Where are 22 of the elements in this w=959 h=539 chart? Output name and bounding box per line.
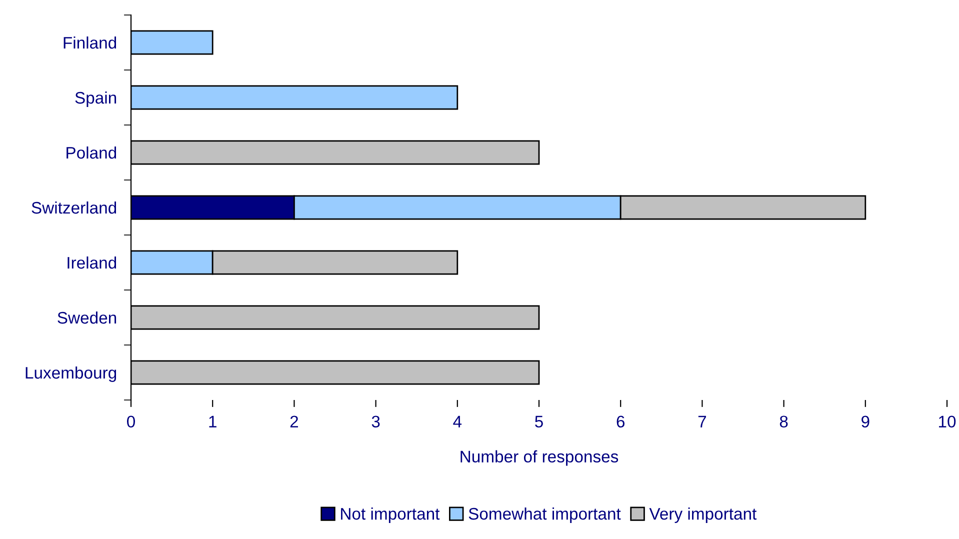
x-tick-label: 1 [209, 416, 216, 428]
y-tick-label: Finland [64, 36, 116, 49]
legend-label: Not important [341, 507, 440, 524]
x-tick-label: 4 [453, 416, 462, 428]
y-tick-label: Luxembourg [26, 366, 116, 382]
x-axis-title: Number of responses [460, 450, 618, 466]
x-tick-label: 2 [290, 416, 298, 428]
y-tick-label: Ireland [68, 256, 116, 269]
y-tick-label: Switzerland [32, 201, 116, 214]
y-tick-label: Spain [75, 91, 116, 107]
x-tick-label: 5 [535, 416, 543, 428]
x-tick-label: 3 [372, 416, 380, 428]
y-tick-label: Poland [66, 146, 116, 159]
legend-label: Very important [649, 507, 757, 524]
x-tick-label: 9 [862, 416, 870, 428]
x-tick-label: 8 [780, 416, 788, 428]
x-tick-label: 0 [127, 416, 135, 428]
legend-label: Somewhat important [468, 507, 621, 524]
x-tick-label: 10 [939, 416, 956, 428]
x-tick-label: 6 [616, 416, 624, 428]
x-tick-label: 7 [698, 416, 706, 428]
y-tick-label: Sweden [58, 311, 116, 324]
